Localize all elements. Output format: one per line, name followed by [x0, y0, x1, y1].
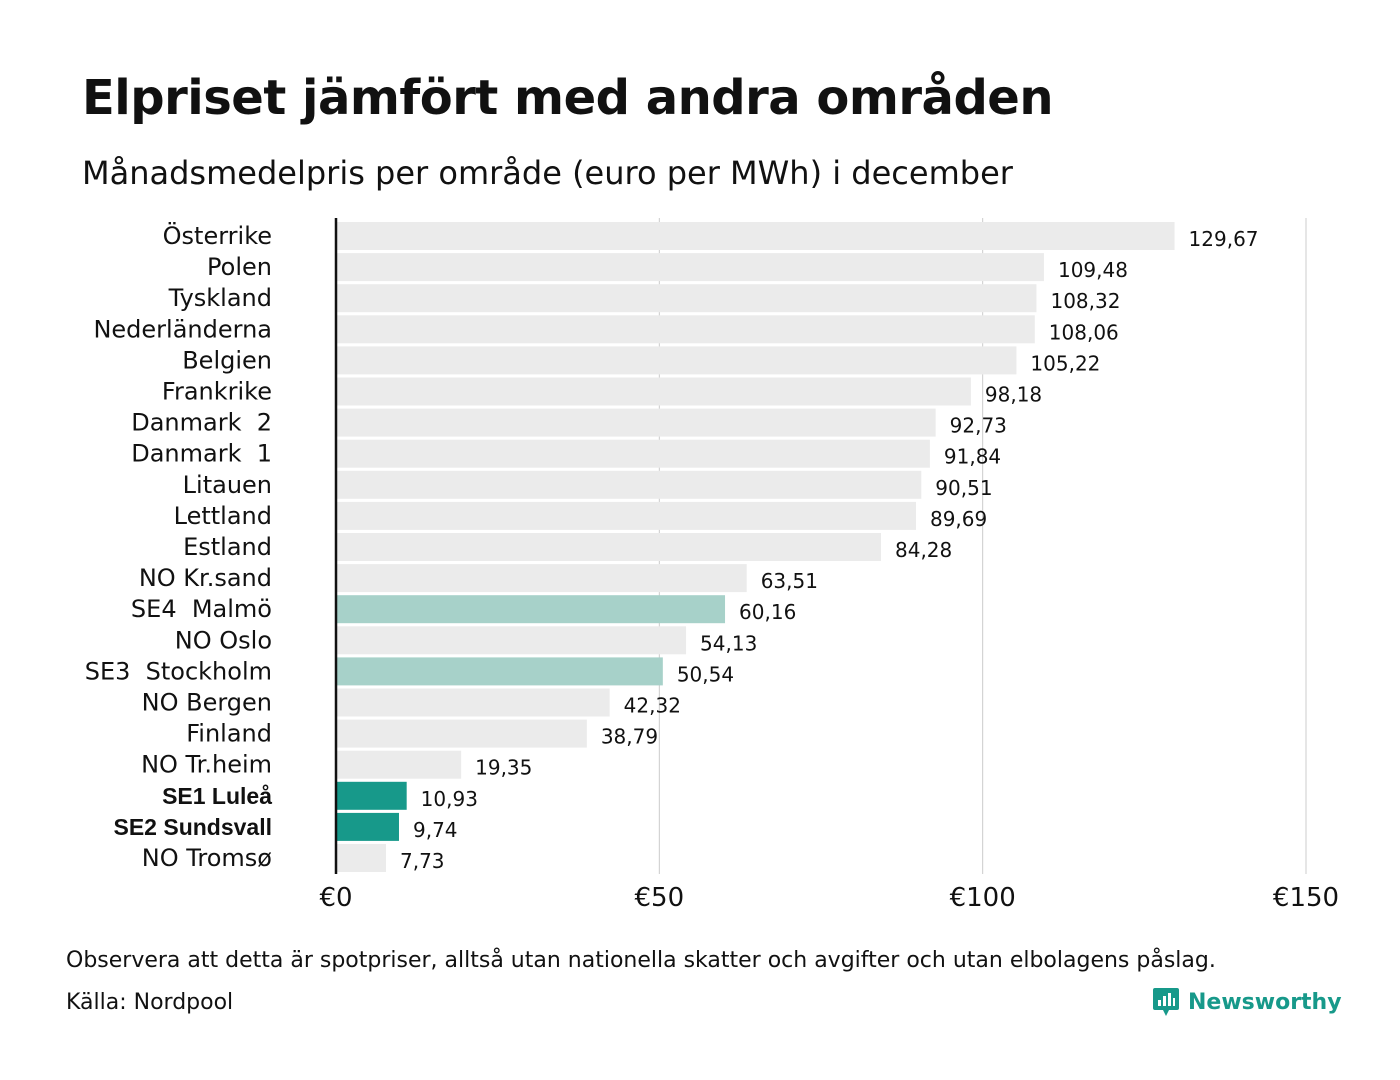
- bar: [336, 844, 386, 872]
- category-label: Danmark 1: [131, 440, 272, 468]
- bar: [336, 750, 462, 779]
- chart-subtitle: Månadsmedelpris per område (euro per MWh…: [82, 154, 1013, 192]
- bar: [336, 501, 916, 530]
- value-label: 84,28: [895, 538, 952, 562]
- category-label: NO Oslo: [175, 626, 272, 654]
- value-label: 60,16: [739, 600, 796, 624]
- category-label: Danmark 2: [131, 409, 272, 437]
- value-label: 90,51: [935, 476, 992, 500]
- category-label: Österrike: [163, 221, 272, 250]
- value-labels: 129,67 109,48 108,32 108,06 105,22 98,18 92,73…: [400, 227, 1259, 873]
- value-label: 19,35: [475, 756, 532, 780]
- bars: [336, 222, 1175, 872]
- x-tick-label: €150: [1273, 883, 1339, 913]
- value-label: 89,69: [930, 507, 987, 531]
- category-label: SE1 Luleå: [162, 783, 272, 809]
- bar: [336, 439, 930, 468]
- value-label: 7,73: [400, 849, 445, 873]
- source-note: Källa: Nordpool: [66, 990, 234, 1015]
- value-label: 10,93: [421, 787, 478, 811]
- value-label: 92,73: [950, 414, 1007, 438]
- value-label: 109,48: [1058, 258, 1128, 282]
- bar: [336, 564, 747, 593]
- category-label: Litauen: [183, 471, 272, 499]
- bar: [336, 719, 587, 748]
- bar: [336, 626, 687, 655]
- bar: [336, 688, 610, 717]
- value-label: 63,51: [761, 569, 818, 593]
- category-label: Estland: [183, 533, 272, 561]
- newsworthy-logo: Newsworthy: [1152, 986, 1342, 1018]
- value-label: 129,67: [1189, 227, 1259, 251]
- bar: [336, 253, 1044, 282]
- bar: [336, 346, 1017, 375]
- value-label: 105,22: [1030, 351, 1100, 375]
- value-label: 98,18: [985, 383, 1042, 407]
- value-label: 42,32: [624, 694, 681, 718]
- bar: [336, 595, 726, 624]
- category-label: Lettland: [174, 502, 272, 530]
- x-tick-label: €100: [950, 883, 1016, 913]
- value-label: 108,32: [1050, 289, 1120, 313]
- bar: [336, 812, 399, 841]
- bar: [336, 657, 663, 686]
- value-label: 50,54: [677, 662, 734, 686]
- value-label: 38,79: [601, 725, 658, 749]
- value-label: 91,84: [944, 445, 1001, 469]
- category-label: Nederländerna: [93, 315, 272, 343]
- value-label: 108,06: [1049, 320, 1119, 344]
- bar: [336, 315, 1035, 344]
- category-label: Tyskland: [168, 284, 272, 312]
- category-label: SE2 Sundsvall: [113, 814, 272, 840]
- category-label: NO Bergen: [142, 689, 272, 717]
- x-tick-label: €50: [635, 883, 685, 913]
- category-label: Finland: [186, 720, 272, 748]
- x-tick-label: €0: [319, 883, 352, 913]
- category-label: Polen: [207, 253, 272, 281]
- bar: [336, 470, 922, 499]
- category-label: SE4 Malmö: [131, 595, 272, 623]
- category-label: NO Tromsø: [142, 844, 272, 872]
- footnote: Observera att detta är spotpriser, allts…: [66, 948, 1216, 973]
- category-labels: Österrike Polen Tyskland Nederländerna Belgi…: [85, 221, 273, 872]
- x-axis: €0 €50 €100 €150: [319, 218, 1339, 913]
- bar-chart: Österrike Polen Tyskland Nederländerna Belgi…: [85, 218, 1339, 913]
- bar: [336, 222, 1175, 250]
- category-label: Frankrike: [162, 378, 272, 406]
- bar: [336, 408, 936, 437]
- category-label: NO Kr.sand: [139, 564, 272, 592]
- newsworthy-logo-text: Newsworthy: [1188, 989, 1342, 1015]
- bar: [336, 284, 1037, 313]
- bar: [336, 781, 407, 810]
- category-label: SE3 Stockholm: [85, 657, 272, 685]
- bar: [336, 377, 971, 406]
- value-label: 9,74: [413, 818, 458, 842]
- value-label: 54,13: [700, 631, 757, 655]
- category-label: NO Tr.heim: [141, 751, 272, 779]
- bar: [336, 533, 882, 561]
- chart-title: Elpriset jämfört med andra områden: [82, 70, 1054, 126]
- newsworthy-logo-icon: [1153, 988, 1179, 1016]
- category-label: Belgien: [182, 346, 272, 374]
